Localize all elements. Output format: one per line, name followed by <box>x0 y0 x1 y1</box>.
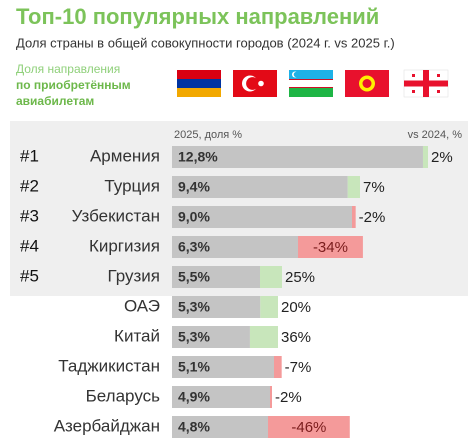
change-label: 25% <box>285 269 315 286</box>
value-label: 4,8% <box>178 419 210 435</box>
increase-segment <box>249 326 278 348</box>
change-label: -7% <box>285 359 312 376</box>
value-label: 9,4% <box>178 179 210 195</box>
side-label: авиабилетам <box>16 94 94 108</box>
change-label: 36% <box>281 329 311 346</box>
decrease-segment <box>274 356 282 378</box>
change-label: -34% <box>313 239 348 256</box>
category-label: Беларусь <box>86 386 160 405</box>
rank: #1 <box>20 146 39 165</box>
bar <box>172 326 250 348</box>
decrease-segment <box>352 206 356 228</box>
bar <box>172 146 423 168</box>
bar <box>172 356 274 378</box>
bar <box>172 266 260 288</box>
category-label: Азербайджан <box>54 416 160 435</box>
bar <box>172 236 298 258</box>
category-label: Грузия <box>107 266 160 285</box>
rank: #5 <box>20 266 39 285</box>
flag-uzbekistan <box>289 70 333 97</box>
value-header: 2025, доля % <box>174 129 242 141</box>
bar <box>172 386 270 408</box>
change-label: -46% <box>291 419 326 436</box>
side-label: по приобретённым <box>16 78 131 92</box>
decrease-segment <box>270 386 272 408</box>
chart-subtitle: Доля страны в общей совокупности городов… <box>16 35 395 50</box>
category-label: Киргизия <box>89 236 160 255</box>
value-label: 5,5% <box>178 269 210 285</box>
bar <box>172 416 268 438</box>
value-label: 5,3% <box>178 329 210 345</box>
category-label: ОАЭ <box>124 296 160 315</box>
chart-title: Топ-10 популярных направлений <box>16 4 379 29</box>
bar <box>172 176 348 198</box>
decrease-segment <box>298 236 363 258</box>
value-label: 4,9% <box>178 389 210 405</box>
category-label: Таджикистан <box>58 356 160 375</box>
value-label: 12,8% <box>178 149 218 165</box>
change-label: 2% <box>431 149 453 166</box>
value-label: 5,3% <box>178 299 210 315</box>
category-label: Китай <box>114 326 160 345</box>
increase-segment <box>260 266 282 288</box>
change-label: -2% <box>275 389 302 406</box>
value-label: 5,1% <box>178 359 210 375</box>
category-label: Узбекистан <box>72 206 160 225</box>
rank: #2 <box>20 176 39 195</box>
change-label: 7% <box>363 179 385 196</box>
decrease-segment <box>268 416 350 438</box>
flag-turkey <box>233 70 277 97</box>
increase-segment <box>422 146 428 168</box>
flag-georgia <box>403 69 449 98</box>
value-label: 6,3% <box>178 239 210 255</box>
bar <box>172 206 352 228</box>
change-header: vs 2024, % <box>408 129 463 141</box>
category-label: Армения <box>90 146 160 165</box>
rank: #4 <box>20 236 39 255</box>
increase-segment <box>347 176 360 198</box>
bar <box>172 296 261 318</box>
category-label: Турция <box>104 176 160 195</box>
change-label: 20% <box>281 299 311 316</box>
rank: #3 <box>20 206 39 225</box>
change-label: -2% <box>359 209 386 226</box>
increase-segment <box>260 296 278 318</box>
flag-armenia <box>177 70 221 97</box>
value-label: 9,0% <box>178 209 210 225</box>
side-label: Доля направления <box>16 62 120 76</box>
flag-kyrgyzstan <box>345 70 389 97</box>
